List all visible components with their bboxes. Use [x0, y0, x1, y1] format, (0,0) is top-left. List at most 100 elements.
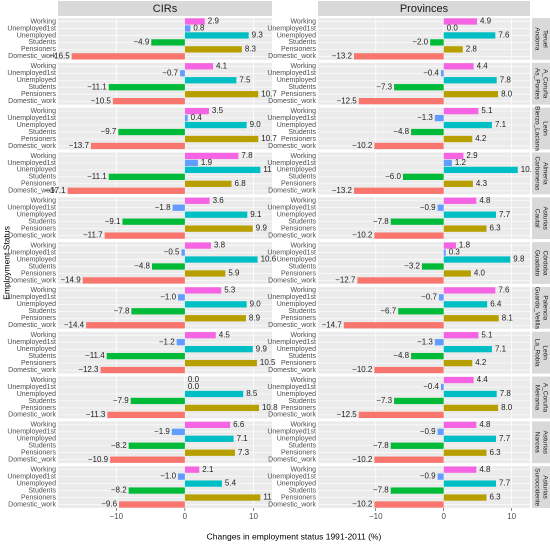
value-label: −11.1 [87, 172, 107, 181]
row-label: León [541, 345, 548, 360]
category-label: Pensioners [281, 181, 317, 188]
bar [443, 197, 477, 204]
bar [437, 473, 444, 480]
value-label: 1.8 [459, 241, 471, 250]
category-label: Students [28, 39, 56, 46]
bar [411, 128, 444, 136]
value-label: 0.0 [188, 382, 200, 391]
row-label: Guardo_Velilla [533, 287, 540, 330]
category-label: Pensioners [21, 225, 57, 232]
category-label: Working [290, 153, 316, 160]
panel-background [58, 376, 272, 419]
value-label: 9.9 [256, 344, 268, 353]
bar [437, 428, 444, 435]
bar [443, 301, 488, 308]
bar [438, 294, 444, 301]
bar [106, 352, 185, 360]
category-label: Students [28, 129, 56, 136]
category-label: Pensioners [281, 270, 317, 277]
category-label: Working [290, 198, 316, 205]
category-label: Students [288, 219, 316, 226]
x-tick-label: 0 [183, 512, 188, 521]
row-label: As_Pontes [533, 68, 540, 100]
value-label: −12.5 [337, 96, 358, 105]
bar [443, 421, 477, 428]
value-label: 7.7 [499, 434, 511, 443]
category-label: Students [288, 84, 316, 91]
value-label: −1.8 [155, 203, 171, 212]
bar [354, 53, 444, 60]
category-label: Working [290, 108, 316, 115]
category-label: Domestic_work [268, 412, 316, 419]
bar [184, 197, 210, 204]
panel-background [58, 18, 272, 60]
value-label: 0.4 [191, 113, 203, 122]
category-label: Unemployed1st [267, 473, 316, 480]
category-label: Domestic_work [8, 501, 56, 508]
category-label: Working [30, 422, 56, 429]
bar [443, 256, 511, 263]
category-label: Domestic_work [268, 457, 316, 464]
bar [130, 397, 185, 405]
value-label: 6.8 [235, 179, 247, 188]
value-label: 5.3 [224, 286, 236, 295]
bar [443, 46, 463, 53]
bar [443, 270, 471, 277]
value-label: 7.8 [241, 151, 253, 160]
value-label: 4.2 [475, 358, 487, 367]
bar [443, 225, 487, 232]
value-label: −2.0 [412, 38, 428, 47]
bar [151, 263, 185, 270]
bar [184, 91, 259, 98]
value-label: 10.5 [260, 358, 276, 367]
value-label: 0.0 [447, 24, 459, 33]
value-label: −7.3 [376, 396, 392, 405]
bar [184, 390, 244, 398]
category-label: Unemployed [277, 301, 316, 308]
category-label: Working [290, 422, 316, 429]
row-label: Asturias [541, 431, 548, 455]
category-label: Pensioners [281, 315, 317, 322]
bar [443, 315, 499, 322]
category-label: Students [288, 353, 316, 360]
category-label: Unemployed [277, 32, 316, 39]
category-label: Students [28, 219, 56, 226]
category-label: Unemployed1st [267, 429, 316, 436]
value-label: 8.3 [245, 44, 257, 53]
bar [100, 366, 185, 374]
bar [443, 18, 477, 25]
bar [394, 397, 444, 405]
bar [357, 277, 444, 284]
value-label: −10.2 [352, 231, 373, 240]
bar [184, 211, 248, 218]
bar [184, 494, 261, 501]
category-label: Students [288, 129, 316, 136]
value-label: 5.9 [228, 269, 240, 278]
category-label: Students [288, 398, 316, 405]
category-label: Unemployed [17, 301, 56, 308]
panel-background [318, 107, 530, 150]
bar [184, 287, 222, 294]
value-label: −1.2 [159, 337, 175, 346]
panel-background [58, 197, 272, 240]
category-label: Working [30, 377, 56, 384]
category-label: Unemployed1st [7, 115, 56, 122]
value-label: −3.2 [404, 262, 420, 271]
category-label: Domestic_work [8, 277, 56, 284]
bar [390, 218, 444, 225]
category-label: Domestic_work [268, 232, 316, 239]
row-label: Cautal [533, 209, 540, 228]
category-label: Unemployed1st [267, 160, 316, 167]
category-label: Unemployed1st [7, 384, 56, 391]
value-label: −0.9 [420, 203, 436, 212]
bar [443, 390, 497, 398]
value-label: 8.0 [501, 403, 513, 412]
category-label: Working [290, 467, 316, 474]
bar [110, 456, 185, 463]
category-label: Pensioners [21, 136, 57, 143]
value-label: −6.7 [380, 306, 396, 315]
category-label: Pensioners [21, 181, 57, 188]
row-label: Narcea [533, 432, 540, 453]
category-label: Domestic_work [8, 143, 56, 150]
